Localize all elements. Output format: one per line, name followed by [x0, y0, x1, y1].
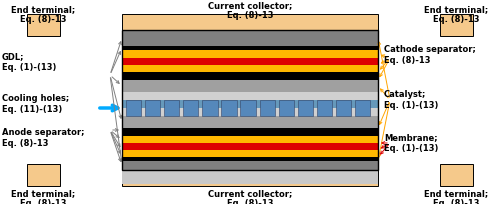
Bar: [122, 72, 378, 80]
Text: Membrane;
Eq. (1)-(13): Membrane; Eq. (1)-(13): [384, 133, 438, 153]
Bar: [122, 30, 378, 170]
Bar: [27, 14, 60, 36]
Bar: [122, 46, 378, 50]
Text: Cooling holes;
Eq. (11)-(13): Cooling holes; Eq. (11)-(13): [2, 94, 69, 114]
Text: Catalyst;
Eq. (1)-(13): Catalyst; Eq. (1)-(13): [384, 90, 438, 110]
Bar: [122, 170, 378, 184]
Text: Current collector;
Eq. (8)-13: Current collector; Eq. (8)-13: [208, 189, 292, 204]
Text: Current collector;
Eq. (8)-13: Current collector; Eq. (8)-13: [208, 1, 292, 20]
Bar: [122, 80, 378, 92]
Bar: [122, 143, 378, 150]
Bar: [240, 100, 256, 116]
Bar: [222, 100, 236, 116]
Bar: [164, 100, 180, 116]
Text: End terminal;
Eq. (8)-13: End terminal; Eq. (8)-13: [424, 189, 488, 204]
Bar: [122, 14, 378, 30]
Bar: [122, 58, 378, 65]
Text: Cathode separator;
Eq. (8)-13: Cathode separator; Eq. (8)-13: [384, 45, 476, 65]
Bar: [122, 65, 378, 72]
Bar: [126, 100, 142, 116]
Bar: [260, 100, 275, 116]
Bar: [122, 108, 378, 116]
Text: End terminal;
Eq. (8)-13: End terminal; Eq. (8)-13: [424, 5, 488, 24]
Bar: [183, 100, 198, 116]
Bar: [122, 128, 378, 136]
Bar: [336, 100, 351, 116]
Bar: [122, 150, 378, 157]
Bar: [440, 164, 473, 186]
Bar: [145, 100, 160, 116]
Bar: [122, 30, 378, 46]
Bar: [122, 116, 378, 128]
Bar: [202, 100, 218, 116]
Bar: [122, 92, 378, 100]
Bar: [355, 100, 370, 116]
Text: End terminal;
Eq. (8)-13: End terminal; Eq. (8)-13: [11, 189, 75, 204]
Bar: [122, 100, 378, 108]
Text: GDL;
Eq. (1)-(13): GDL; Eq. (1)-(13): [2, 52, 56, 72]
Bar: [122, 157, 378, 161]
Bar: [317, 100, 332, 116]
Bar: [122, 170, 378, 186]
Text: Anode separator;
Eq. (8)-13: Anode separator; Eq. (8)-13: [2, 128, 84, 148]
Text: End terminal;
Eq. (8)-13: End terminal; Eq. (8)-13: [11, 5, 75, 24]
Bar: [122, 161, 378, 170]
Bar: [298, 100, 313, 116]
Bar: [440, 14, 473, 36]
Bar: [122, 136, 378, 143]
Bar: [27, 164, 60, 186]
Bar: [278, 100, 294, 116]
Bar: [122, 50, 378, 58]
